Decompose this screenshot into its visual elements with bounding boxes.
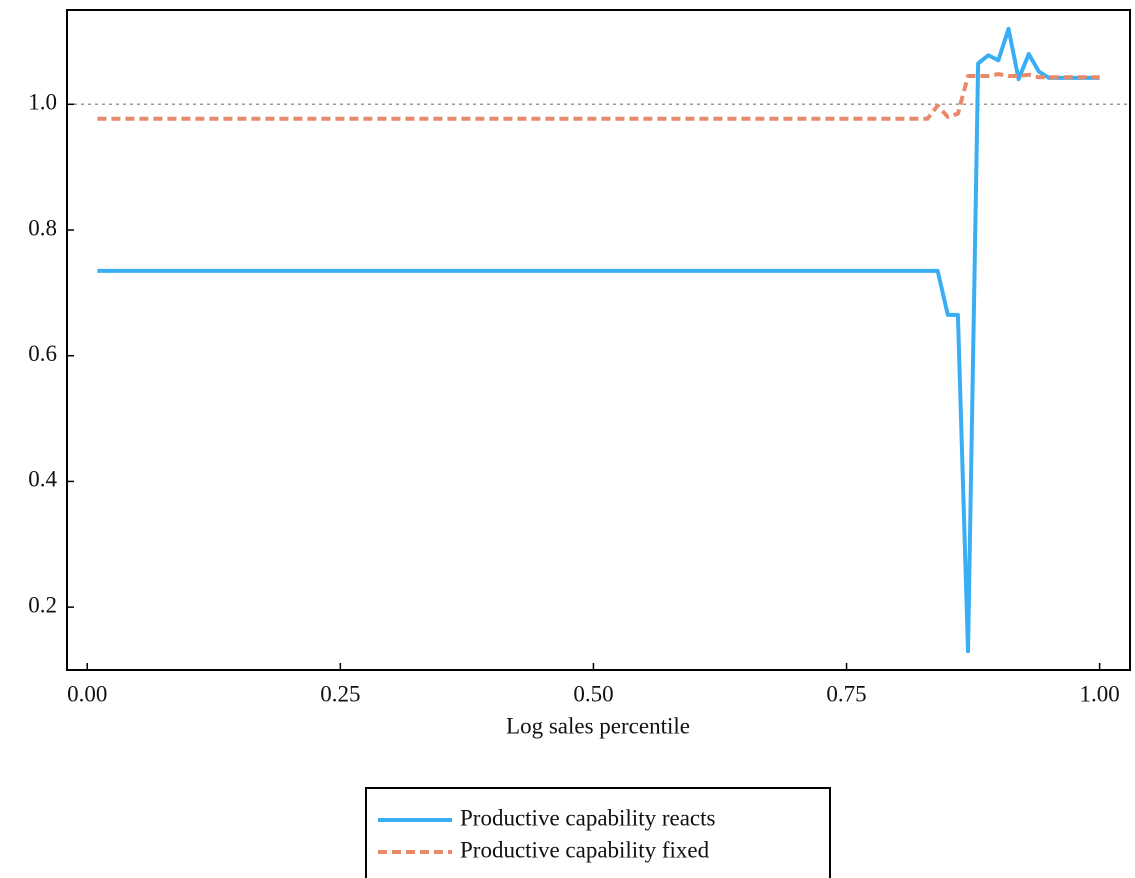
y-tick-label: 1.0 <box>28 90 57 115</box>
y-tick-label: 0.2 <box>28 592 57 617</box>
x-tick-label: 0.50 <box>573 681 613 706</box>
y-tick-label: 0.4 <box>28 467 57 492</box>
x-tick-label: 0.25 <box>320 681 360 706</box>
legend-label: Productive capability fixed <box>460 837 710 862</box>
y-tick-label: 0.8 <box>28 215 57 240</box>
y-tick-label: 0.6 <box>28 341 57 366</box>
x-tick-label: 0.00 <box>67 681 107 706</box>
legend-label: Productive capability reacts <box>460 805 716 830</box>
series-line <box>97 26 1100 654</box>
x-tick-label: 1.00 <box>1080 681 1120 706</box>
legend-box <box>365 787 831 878</box>
x-tick-label: 0.75 <box>826 681 866 706</box>
plot-frame <box>66 9 1131 671</box>
series-line <box>97 72 1100 121</box>
x-axis-label: Log sales percentile <box>506 713 690 738</box>
